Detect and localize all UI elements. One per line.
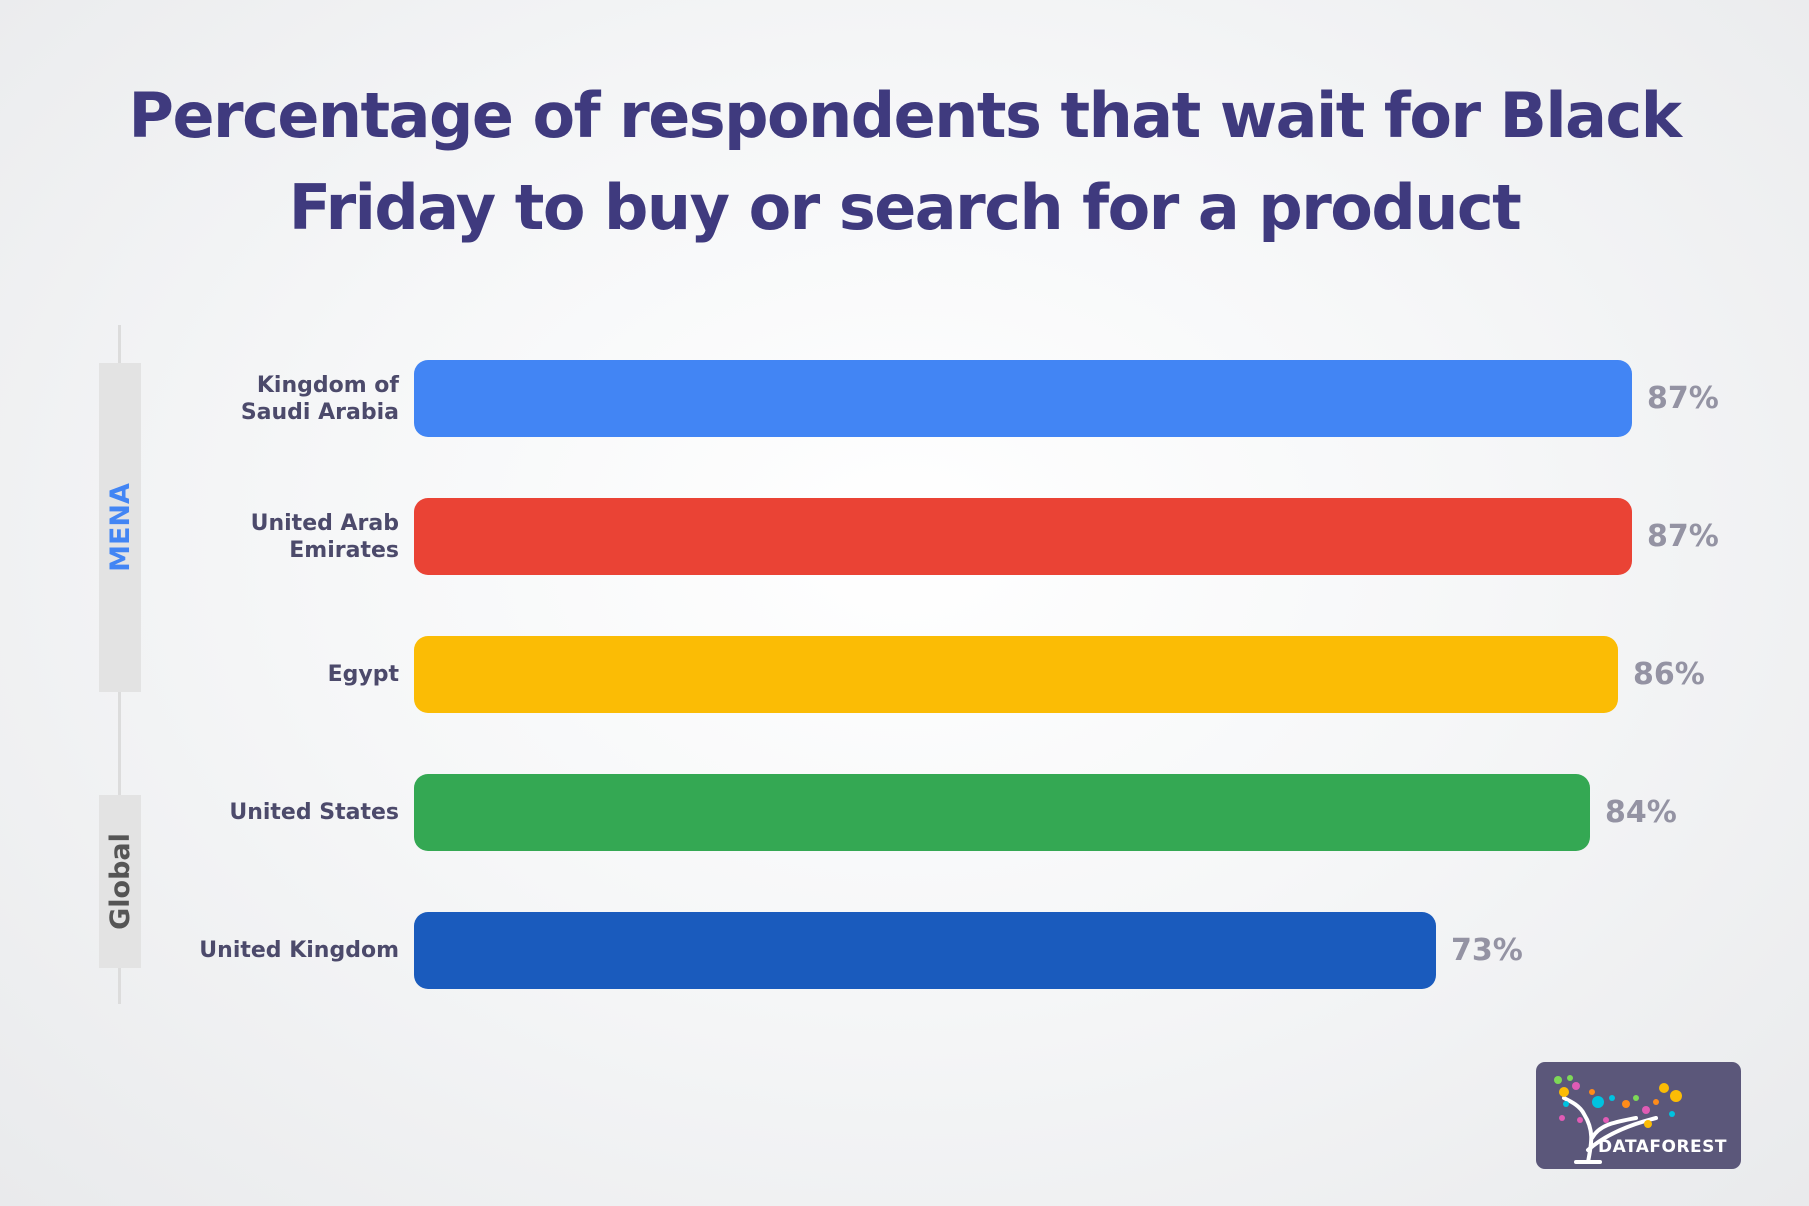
- dataforest-logo: DATAFOREST: [1536, 1062, 1741, 1169]
- chart-title: Percentage of respondents that wait for …: [0, 70, 1809, 254]
- value-label: 86%: [1633, 657, 1705, 692]
- bar: [414, 774, 1590, 851]
- bar-row: Kingdom of Saudi Arabia 87%: [0, 360, 1809, 437]
- group-axis-line-middle: [118, 692, 121, 795]
- category-label: Kingdom of Saudi Arabia: [240, 372, 399, 425]
- category-label: Egypt: [327, 662, 399, 687]
- bar: [414, 636, 1618, 713]
- group-box-global: Global: [99, 795, 141, 968]
- bar-row: United Arab Emirates 87%: [0, 498, 1809, 575]
- bar: [414, 360, 1632, 437]
- value-label: 87%: [1647, 519, 1719, 554]
- tree-icon: [1554, 1075, 1682, 1164]
- group-axis-line-bottom: [118, 968, 121, 1004]
- category-label: United Kingdom: [199, 938, 399, 963]
- category-label: United States: [229, 800, 399, 825]
- value-label: 73%: [1451, 933, 1523, 968]
- category-label: United Arab Emirates: [250, 510, 399, 563]
- value-label: 84%: [1605, 795, 1677, 830]
- bar-row: United States 84%: [0, 774, 1809, 851]
- bar-row: Egypt 86%: [0, 636, 1809, 713]
- bar: [414, 498, 1632, 575]
- bar: [414, 912, 1436, 989]
- logo-text: DATAFOREST: [1598, 1137, 1727, 1157]
- group-axis-line-top: [118, 325, 121, 363]
- group-box-mena: MENA: [99, 363, 141, 692]
- bar-row: United Kingdom 73%: [0, 912, 1809, 989]
- title-line-1: Percentage of respondents that wait for …: [128, 79, 1682, 152]
- title-line-2: Friday to buy or search for a product: [288, 171, 1522, 244]
- value-label: 87%: [1647, 381, 1719, 416]
